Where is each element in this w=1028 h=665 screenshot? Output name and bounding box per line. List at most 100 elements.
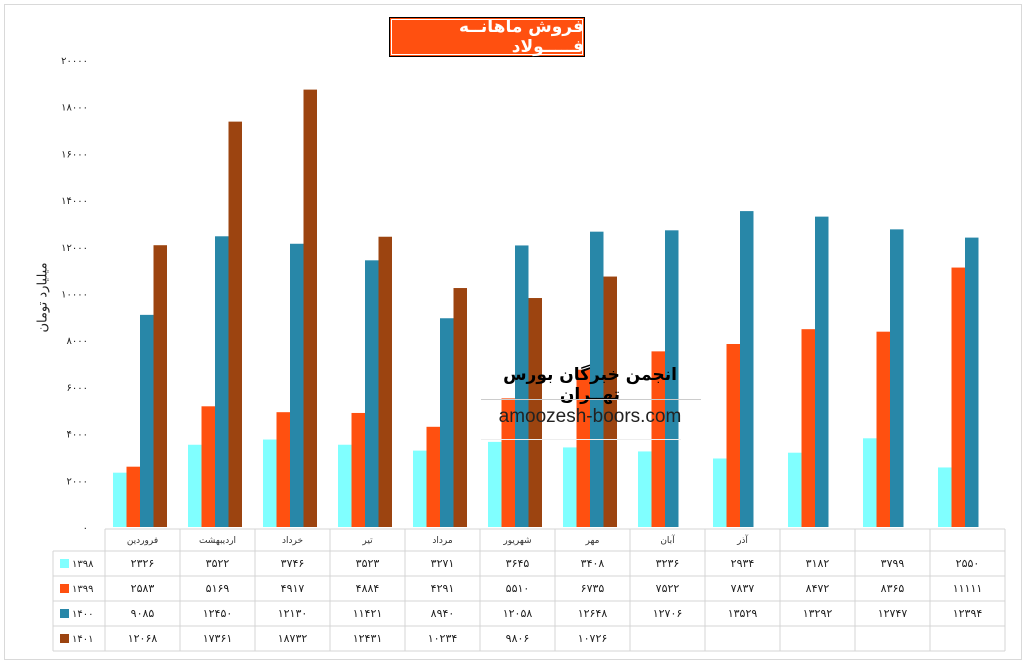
bar-۱۴۰۱ <box>153 245 167 527</box>
bar-۱۳۹۹ <box>726 344 740 527</box>
chart-border <box>4 4 1022 660</box>
data-label: ۱۱۴۲۱ <box>353 607 383 620</box>
bar-۱۳۹۸ <box>113 472 127 527</box>
x-category-label: فروردین <box>127 536 158 546</box>
y-tick-label: ۶۰۰۰ <box>67 383 88 394</box>
y-tick-label: ۱۶۰۰۰ <box>61 149 88 160</box>
watermark-url: amoozesh-boors.com <box>498 406 682 427</box>
bar-۱۴۰۰ <box>140 314 154 527</box>
data-label: ۱۲۰۵۸ <box>503 607 533 620</box>
bar-۱۳۹۹ <box>576 369 590 527</box>
data-label: ۵۵۱۰ <box>506 582 530 595</box>
legend-label: ۱۳۹۹ <box>72 584 93 595</box>
data-label: ۴۹۱۷ <box>281 582 305 595</box>
bar-۱۳۹۸ <box>788 452 802 527</box>
data-label: ۳۲۷۱ <box>431 557 455 570</box>
x-category-label: مهر <box>585 536 600 546</box>
bar-۱۴۰۰ <box>890 229 904 527</box>
bar-۱۴۰۰ <box>740 211 754 528</box>
data-label: ۲۹۳۴ <box>731 557 755 570</box>
bar-۱۳۹۹ <box>126 466 140 527</box>
data-label: ۹۸۰۶ <box>506 632 530 645</box>
legend-swatch <box>60 559 69 568</box>
data-label: ۱۲۳۹۴ <box>953 607 983 620</box>
data-label: ۱۰۲۳۴ <box>428 632 458 645</box>
bar-۱۴۰۱ <box>453 288 467 527</box>
data-label: ۱۲۷۰۶ <box>653 607 683 620</box>
bar-۱۳۹۹ <box>501 398 515 527</box>
bar-۱۳۹۸ <box>938 467 952 527</box>
watermark-divider-2 <box>481 439 681 440</box>
bar-۱۳۹۹ <box>951 267 965 527</box>
bar-۱۳۹۸ <box>863 438 877 527</box>
data-label: ۱۳۵۲۹ <box>728 607 758 620</box>
bar-۱۴۰۰ <box>215 236 229 528</box>
bar-۱۳۹۸ <box>713 458 727 527</box>
chart-title: فروش ماهانــه فـــــولاد <box>389 17 585 57</box>
bar-۱۴۰۰ <box>590 231 604 528</box>
y-tick-label: ۱۲۰۰۰ <box>61 243 88 254</box>
data-label: ۱۲۷۴۷ <box>878 607 908 620</box>
legend-label: ۱۴۰۱ <box>72 634 93 645</box>
data-label: ۳۷۴۶ <box>281 557 305 570</box>
bar-۱۴۰۱ <box>378 236 392 527</box>
x-category-label: مرداد <box>432 536 452 546</box>
data-label: ۷۵۲۲ <box>656 582 680 595</box>
y-tick-label: ۱۰۰۰۰ <box>61 290 88 301</box>
bar-۱۳۹۹ <box>876 331 890 527</box>
bar-۱۴۰۰ <box>815 216 829 527</box>
legend-swatch <box>60 584 69 593</box>
bar-۱۳۹۹ <box>351 412 365 527</box>
bar-۱۳۹۸ <box>413 450 427 527</box>
x-category-label: آذر <box>736 534 748 546</box>
bar-۱۴۰۰ <box>515 245 529 528</box>
bar-۱۴۰۱ <box>228 121 242 527</box>
bar-۱۳۹۸ <box>488 441 502 527</box>
data-label: ۳۲۳۶ <box>656 557 680 570</box>
y-tick-label: ۸۰۰۰ <box>67 336 88 347</box>
data-label: ۱۳۲۹۲ <box>803 607 833 620</box>
bar-۱۳۹۸ <box>638 451 652 527</box>
y-tick-label: ۱۸۰۰۰ <box>61 103 88 114</box>
watermark-name: انجمن خبرگان بورس تهــران <box>503 365 677 405</box>
data-label: ۸۴۷۲ <box>806 582 830 595</box>
data-label: ۲۳۲۶ <box>131 557 155 570</box>
data-label: ۳۶۴۵ <box>506 557 530 570</box>
y-tick-label: ۴۰۰۰ <box>67 430 88 441</box>
data-label: ۲۵۵۰ <box>956 557 980 570</box>
data-label: ۳۱۸۲ <box>806 557 830 570</box>
x-category-label: خرداد <box>282 536 303 546</box>
y-tick-label: ۲۰۰۰۰ <box>61 56 88 67</box>
bar-۱۴۰۰ <box>965 237 979 527</box>
data-label: ۱۷۳۶۱ <box>203 632 233 645</box>
legend-swatch <box>60 634 69 643</box>
y-tick-label: ۲۰۰۰ <box>67 476 88 487</box>
data-label: ۹۰۸۵ <box>131 607 155 620</box>
bar-۱۴۰۰ <box>665 230 679 528</box>
data-label: ۳۵۲۳ <box>356 557 380 570</box>
data-label: ۱۱۱۱۱ <box>953 582 983 595</box>
data-label: ۳۴۰۸ <box>581 557 605 570</box>
data-label: ۵۱۶۹ <box>206 582 230 595</box>
data-label: ۲۵۸۳ <box>131 582 155 595</box>
bar-۱۴۰۱ <box>603 276 617 527</box>
y-tick-label: ۰ <box>83 523 88 534</box>
bar-۱۴۰۱ <box>303 89 317 528</box>
bar-۱۳۹۹ <box>801 329 815 527</box>
x-category-label: آبان <box>660 534 675 546</box>
bar-۱۳۹۸ <box>188 444 202 527</box>
bar-۱۳۹۹ <box>201 406 215 527</box>
data-label: ۱۲۱۳۰ <box>278 607 308 620</box>
data-label: ۶۷۳۵ <box>581 582 605 595</box>
bar-۱۴۰۰ <box>290 243 304 527</box>
x-category-label: اردیبهشت <box>199 536 236 546</box>
data-label: ۴۲۹۱ <box>431 582 455 595</box>
bar-۱۳۹۸ <box>263 439 277 527</box>
bar-۱۳۹۹ <box>276 412 290 527</box>
bar-۱۴۰۱ <box>528 298 542 527</box>
data-label: ۱۰۷۲۶ <box>578 632 608 645</box>
legend-label: ۱۴۰۰ <box>72 609 93 620</box>
data-label: ۱۲۴۳۱ <box>353 632 383 645</box>
x-category-label: شهریور <box>502 536 531 546</box>
